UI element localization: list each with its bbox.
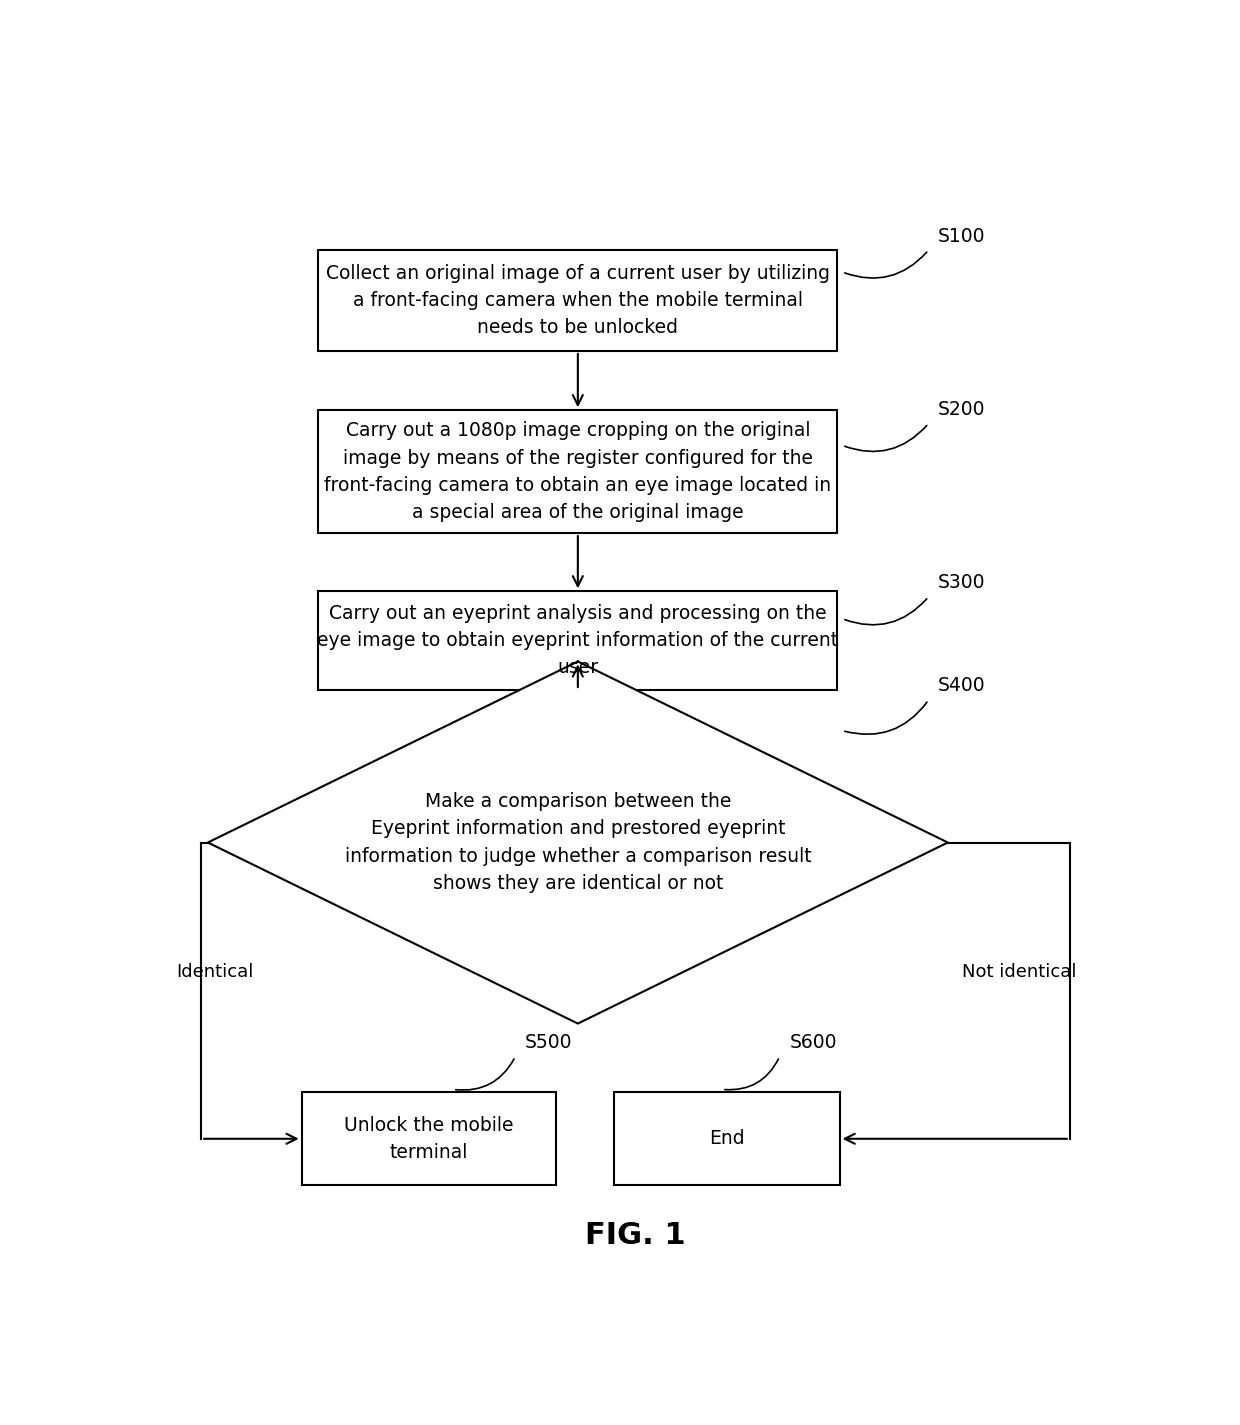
Text: FIG. 1: FIG. 1	[585, 1221, 686, 1250]
Text: Make a comparison between the
Eyeprint information and prestored eyeprint
inform: Make a comparison between the Eyeprint i…	[345, 792, 811, 893]
Bar	[301, 1092, 557, 1186]
Polygon shape	[208, 661, 947, 1023]
Bar	[319, 249, 837, 351]
Text: Unlock the mobile
terminal: Unlock the mobile terminal	[345, 1116, 513, 1161]
Text: S500: S500	[525, 1033, 573, 1052]
Text: Collect an original image of a current user by utilizing
a front-facing camera w: Collect an original image of a current u…	[326, 264, 830, 338]
Text: S400: S400	[939, 677, 986, 695]
Bar	[614, 1092, 839, 1186]
Bar	[319, 410, 837, 533]
Text: S300: S300	[939, 573, 986, 593]
Text: S100: S100	[939, 227, 986, 245]
Text: End: End	[709, 1129, 744, 1149]
Text: Carry out an eyeprint analysis and processing on the
eye image to obtain eyeprin: Carry out an eyeprint analysis and proce…	[317, 604, 838, 677]
Text: S200: S200	[939, 400, 986, 419]
Text: Carry out a 1080p image cropping on the original
image by means of the register : Carry out a 1080p image cropping on the …	[325, 422, 831, 522]
Text: Identical: Identical	[176, 963, 253, 980]
Text: S600: S600	[789, 1033, 837, 1052]
Bar	[319, 591, 837, 690]
Text: Not identical: Not identical	[962, 963, 1076, 980]
